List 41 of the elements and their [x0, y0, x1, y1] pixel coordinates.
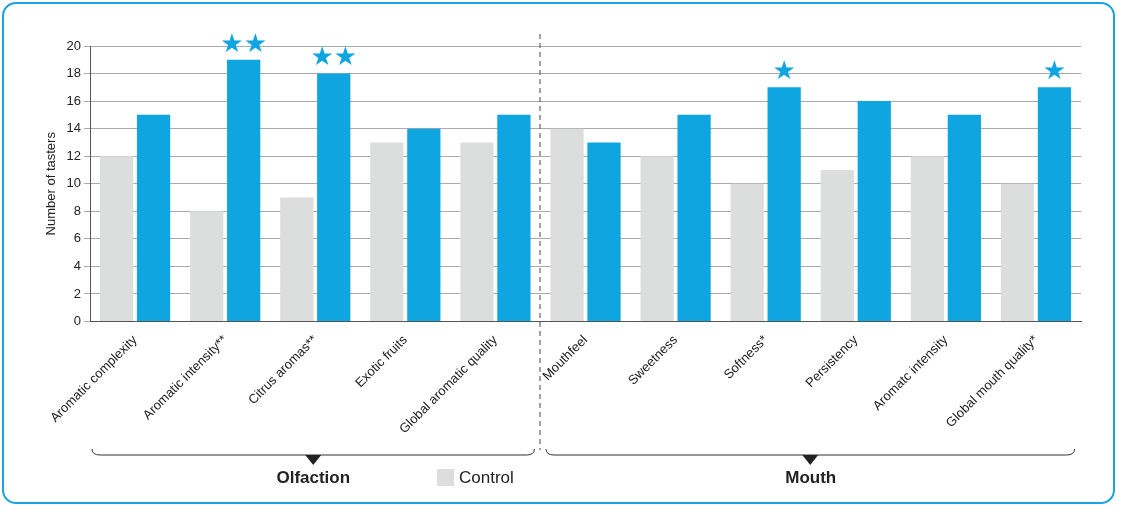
y-axis-title: Number of tasters: [43, 131, 59, 236]
bar: [497, 114, 531, 321]
y-tick-label: 16: [66, 92, 82, 108]
y-tick-label: 2: [73, 285, 82, 301]
bar: [100, 156, 134, 321]
bar: [190, 211, 224, 321]
bar: [460, 142, 494, 321]
y-tick-label: 14: [66, 120, 82, 136]
legend-label: Control: [459, 467, 514, 487]
y-tick-label: 18: [66, 65, 82, 81]
annotation: ★★: [310, 41, 358, 72]
bar: [317, 73, 351, 321]
bar: [136, 114, 171, 321]
y-tick-label: 10: [66, 175, 82, 191]
bar: [677, 114, 711, 321]
text: Olfaction: [276, 467, 351, 487]
bar: [587, 142, 621, 321]
annotation: ★: [1042, 55, 1067, 86]
y-tick-label: 12: [66, 147, 82, 163]
bar: [1000, 183, 1035, 321]
bar: [947, 114, 981, 321]
y-tick-label: 0: [73, 313, 82, 329]
bar: [730, 183, 764, 321]
bar: [407, 128, 441, 321]
annotation: ★★: [220, 27, 267, 58]
y-tick-label: 6: [73, 230, 82, 246]
annotation: ★: [772, 55, 796, 86]
bar: [820, 169, 854, 321]
bar: [370, 142, 404, 321]
bar: [550, 128, 584, 321]
y-tick-label: 20: [66, 37, 82, 53]
bar: [910, 156, 945, 321]
bar: [227, 59, 261, 321]
bar: [280, 197, 314, 321]
bar: [640, 156, 674, 321]
y-tick-label: 4: [73, 257, 82, 273]
bar: [1037, 87, 1072, 321]
y-tick-label: 8: [73, 202, 82, 218]
bar: [767, 87, 801, 321]
bar: [857, 101, 891, 321]
text: Mouth: [785, 467, 837, 487]
